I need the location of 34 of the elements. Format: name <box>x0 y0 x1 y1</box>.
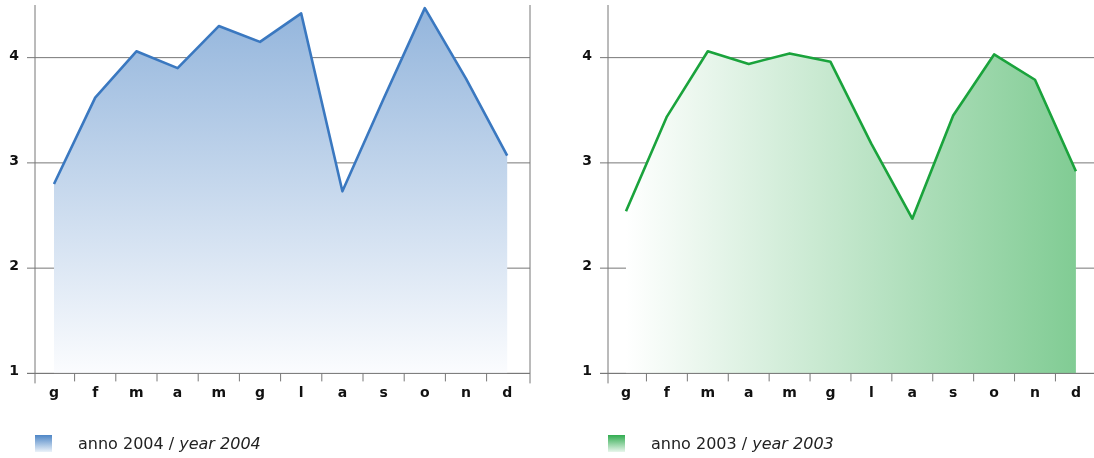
legend-label: anno 2004 / year 2004 <box>78 434 261 453</box>
x-tick-label: a <box>743 384 754 401</box>
y-tick-label: 2 <box>9 257 19 274</box>
y-tick-label: 1 <box>582 362 592 379</box>
x-tick-label: g <box>620 384 632 401</box>
x-tick-label: o <box>989 384 1000 401</box>
y-tick-label: 1 <box>9 362 19 379</box>
x-tick-label: d <box>502 384 513 401</box>
y-tick-label: 4 <box>9 46 20 63</box>
x-tick-label: a <box>907 384 918 401</box>
x-tick-label: s <box>949 384 958 401</box>
x-tick-label: m <box>129 384 144 401</box>
x-tick-label: m <box>211 384 227 401</box>
x-tick-label: g <box>48 384 60 401</box>
x-tick-label: m <box>700 384 716 401</box>
x-tick-label: f <box>92 384 100 401</box>
y-tick-label: 3 <box>9 151 19 168</box>
x-tick-label: l <box>298 384 304 401</box>
x-tick-label: s <box>379 384 388 401</box>
x-tick-label: n <box>461 384 471 401</box>
x-tick-label: m <box>782 384 797 401</box>
x-tick-label: l <box>868 384 874 401</box>
x-tick-label: d <box>1070 384 1081 401</box>
x-tick-label: o <box>419 384 430 401</box>
x-tick-label: a <box>172 384 183 401</box>
y-tick-label: 2 <box>582 257 592 274</box>
y-tick-label: 4 <box>582 46 593 63</box>
y-tick-label: 3 <box>582 151 592 168</box>
x-tick-label: n <box>1030 384 1040 401</box>
legend-label: anno 2003 / year 2003 <box>651 434 834 453</box>
x-tick-label: g <box>254 384 266 401</box>
x-tick-label: g <box>825 384 836 401</box>
x-tick-label: f <box>663 384 671 401</box>
x-tick-label: a <box>337 384 348 401</box>
